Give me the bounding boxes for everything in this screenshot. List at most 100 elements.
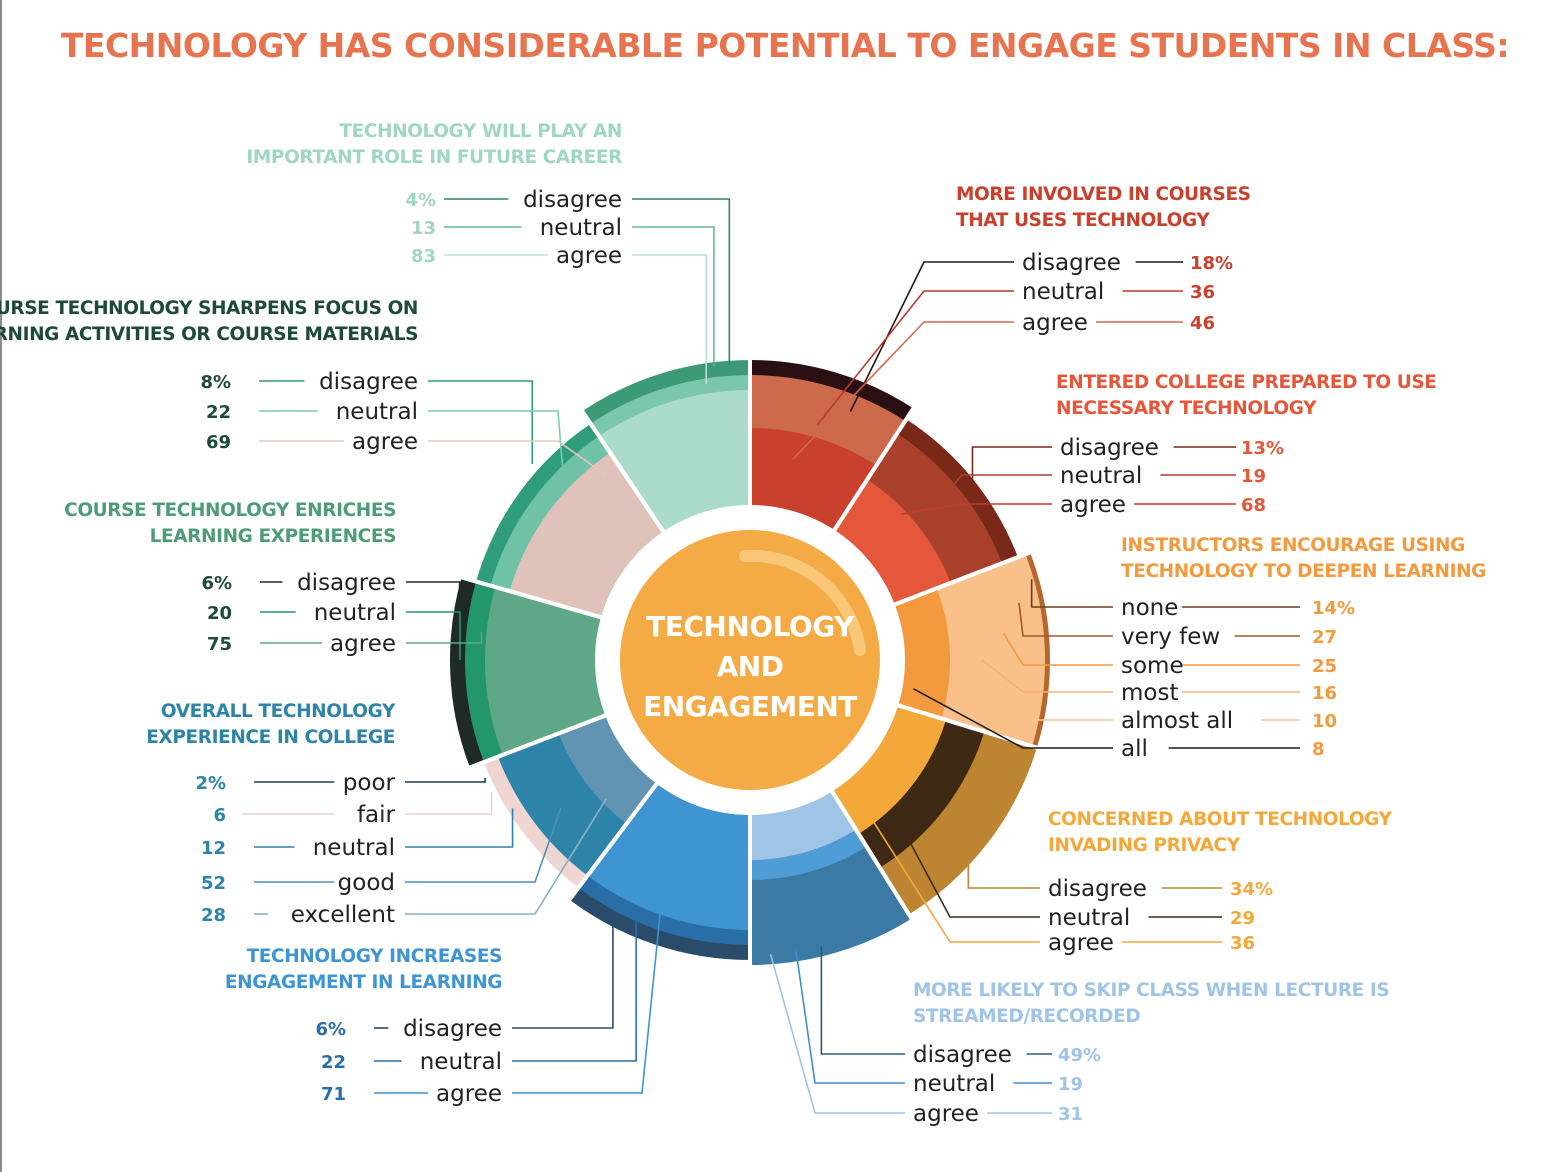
wedge-separator [827, 786, 914, 921]
response-leader-line [1030, 579, 1113, 608]
response-leader-line [512, 915, 637, 1062]
wedge-separator [892, 701, 1044, 752]
segment-heading-line: TECHNOLOGY INCREASES [247, 946, 502, 967]
response-label: most [1121, 680, 1178, 706]
response-leader-line [960, 681, 1113, 721]
response-value: 28 [201, 905, 226, 926]
segment-heading-line: OVERALL TECHNOLOGY [161, 701, 396, 722]
response-label: agree [556, 243, 622, 269]
wedge-separator [564, 778, 662, 906]
wedge-inner [832, 705, 947, 834]
response-value: 13 [411, 218, 436, 239]
response-value: 20 [207, 603, 232, 624]
response-value: 16 [1312, 683, 1337, 704]
response-leader-line [512, 904, 662, 1094]
wedge-inner [558, 715, 657, 824]
response-label: very few [1121, 624, 1220, 650]
response-leader-line [967, 843, 1040, 889]
response-value: 52 [201, 873, 226, 894]
response-label: almost all [1121, 708, 1233, 734]
response-leader-line [1002, 632, 1113, 666]
response-value: 10 [1312, 711, 1337, 732]
wedge-inner [485, 586, 606, 755]
wedge-group-8 [450, 577, 606, 768]
response-value: 13% [1241, 438, 1284, 459]
wedge-separator [889, 548, 1037, 609]
response-value: 29 [1230, 908, 1255, 929]
response-value: 8% [200, 372, 231, 393]
response-label: excellent [291, 902, 395, 928]
response-value: 12 [201, 838, 226, 859]
segment-heading-line: INSTRUCTORS ENCOURAGE USING [1121, 535, 1465, 556]
response-leader-line [632, 226, 715, 367]
response-label: agree [1048, 930, 1114, 956]
response-leader-line [632, 254, 707, 384]
segment-heading-line: COURSE TECHNOLOGY ENRICHES [64, 500, 396, 521]
response-value: 46 [1190, 313, 1215, 334]
response-label: disagree [1022, 250, 1121, 276]
response-value: 6% [201, 573, 232, 594]
response-value: 6% [315, 1019, 346, 1040]
response-value: 14% [1312, 598, 1355, 619]
response-value: 71 [321, 1084, 346, 1105]
wedge-separator [463, 711, 611, 772]
page-left-border [0, 0, 2, 1172]
response-leader-line [406, 631, 483, 644]
wedge-inner [599, 390, 750, 532]
response-label: disagree [523, 187, 622, 213]
center-highlight [739, 549, 866, 656]
response-leader-line [405, 791, 493, 815]
segment-heading-line: MORE LIKELY TO SKIP CLASS WHEN LECTURE I… [913, 980, 1389, 1001]
response-label: disagree [297, 570, 396, 596]
wedge-group-1 [750, 360, 914, 531]
wedge-separator [455, 573, 607, 621]
response-value: 27 [1312, 627, 1337, 648]
response-leader-line [632, 198, 731, 365]
wedge-group-10 [582, 360, 750, 532]
response-value: 6 [213, 805, 226, 826]
response-value: 31 [1058, 1104, 1083, 1125]
response-value: 22 [321, 1052, 346, 1073]
segment-heading-line: IMPORTANT ROLE IN FUTURE CAREER [246, 147, 622, 168]
wedge-inner [509, 452, 664, 618]
response-value: 22 [206, 402, 231, 423]
wedge-inner [894, 588, 950, 719]
response-label: agree [330, 631, 396, 657]
response-value: 68 [1241, 495, 1266, 516]
response-value: 18% [1190, 253, 1233, 274]
wedge-inner [750, 791, 856, 860]
segment-heading-line: LEARNING EXPERIENCES [150, 526, 396, 547]
segment-heading-line: COURSE TECHNOLOGY SHARPENS FOCUS ON [0, 298, 418, 319]
response-leader-line [405, 777, 486, 783]
segment-heading-line: ENTERED COLLEGE PREPARED TO USE [1056, 372, 1437, 393]
wedge-inner [587, 783, 750, 930]
response-leader-line [913, 688, 1113, 749]
response-value: 4% [405, 190, 436, 211]
response-leader-line [900, 503, 1052, 515]
wedge-group-4 [832, 705, 1037, 915]
response-value: 8 [1312, 739, 1325, 760]
center-label-line: AND [717, 650, 784, 683]
center-label-line: TECHNOLOGY [646, 610, 855, 643]
response-label: disagree [913, 1042, 1012, 1068]
segment-heading-line: NECESSARY TECHNOLOGY [1056, 398, 1317, 419]
response-label: fair [357, 802, 396, 828]
response-leader-line [849, 261, 1014, 412]
response-leader-line [428, 380, 534, 464]
response-label: neutral [314, 600, 396, 626]
response-label: neutral [336, 399, 418, 425]
segment-heading-line: THAT USES TECHNOLOGY [956, 210, 1210, 231]
response-value: 49% [1058, 1045, 1101, 1066]
response-label: neutral [1022, 279, 1104, 305]
response-label: neutral [420, 1049, 502, 1075]
response-leader-line [795, 951, 905, 1084]
response-leader-line [981, 659, 1113, 693]
response-leader-line [971, 446, 1052, 499]
response-leader-line [406, 611, 461, 660]
response-label: good [338, 870, 395, 896]
segment-heading-line: LEARNING ACTIVITIES OR COURSE MATERIALS [0, 324, 418, 345]
response-leader-line [512, 917, 614, 1029]
segment-heading-line: STREAMED/RECORDED [913, 1006, 1140, 1027]
response-leader-line [1018, 602, 1113, 637]
